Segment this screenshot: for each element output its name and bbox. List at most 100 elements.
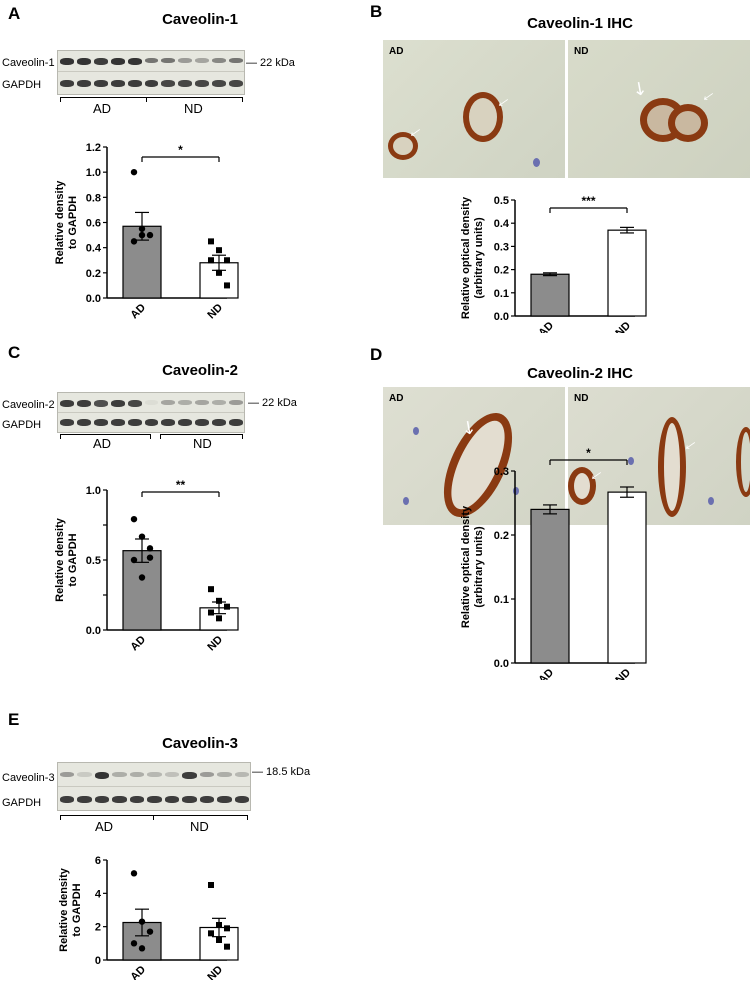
- data-point: [216, 922, 222, 928]
- blot-c-group-nd: ND: [193, 436, 212, 451]
- blot-band: [147, 796, 162, 803]
- data-point: [216, 937, 222, 943]
- blot-band: [182, 796, 197, 803]
- panel-label-a: A: [8, 4, 21, 23]
- y-tick-label: 0.6: [86, 218, 101, 230]
- panel-e-title: Caveolin-3: [162, 735, 238, 752]
- y-tick-label: 0.2: [494, 530, 509, 542]
- y-tick-label: 0.0: [494, 658, 509, 670]
- blot-band: [93, 419, 108, 426]
- y-tick-label: 0.2: [86, 268, 101, 280]
- significance-marker: **: [176, 480, 186, 492]
- nucleus: [403, 497, 409, 505]
- data-point: [146, 231, 154, 239]
- blot-band: [217, 772, 232, 777]
- arrow-icon: ↘: [627, 75, 652, 101]
- blot-band: [195, 58, 210, 63]
- data-point: [138, 945, 146, 952]
- blot-c-group-bracket-nd: [160, 434, 242, 435]
- y-tick-label: 0.3: [494, 466, 509, 478]
- data-point: [224, 282, 230, 289]
- y-tick-label: 0.4: [494, 218, 510, 230]
- blot-e-group-nd: ND: [190, 819, 209, 834]
- data-point: [224, 925, 230, 932]
- blot-band: [110, 58, 125, 65]
- y-tick-label: 0.8: [86, 192, 101, 204]
- blot-band: [112, 796, 127, 803]
- significance-marker: ***: [581, 194, 595, 208]
- y-tick-label: 0.0: [494, 311, 509, 323]
- chart-a: 0.0 0.2 0.4 0.6 0.8 1.0 1.2 Relative densityto …: [54, 142, 239, 320]
- data-point: [138, 574, 146, 581]
- bar-ad: [122, 550, 162, 631]
- x-tick-label: ND: [613, 667, 633, 680]
- vessel-stain: [463, 92, 503, 142]
- blot-band: [127, 80, 142, 87]
- data-point: [208, 882, 214, 888]
- data-point: [130, 515, 138, 523]
- data-point: [208, 238, 214, 245]
- x-tick-label: ND: [205, 302, 225, 320]
- blot-band: [144, 400, 159, 405]
- blot-band: [60, 796, 75, 803]
- data-point: [138, 918, 146, 925]
- panel-label-e: E: [8, 710, 20, 729]
- x-tick-label: ND: [205, 634, 225, 654]
- y-tick-label: 0.3: [494, 241, 509, 253]
- data-point: [130, 556, 138, 564]
- ihc-b-ad-tag: AD: [389, 46, 404, 57]
- blot-e-size-label: — 18.5 kDa: [252, 766, 311, 778]
- blot-band: [112, 772, 127, 777]
- blot-band: [60, 58, 74, 65]
- blot-band: [129, 796, 145, 803]
- bar-nd: [607, 491, 647, 664]
- blot-band: [212, 80, 227, 87]
- y-axis-label: Relative optical density(arbitrary units…: [460, 196, 485, 319]
- western-blot-c: [57, 392, 245, 433]
- blot-a-loading-label: GAPDH: [2, 79, 42, 91]
- data-point: [146, 545, 154, 552]
- blot-c-size-label: — 22 kDa: [248, 397, 297, 409]
- chart-e: 0 2 4 6 Relative densityto GAPDH AD ND: [58, 855, 239, 980]
- blot-band: [164, 772, 180, 777]
- blot-band: [164, 796, 180, 803]
- y-tick-label: 0: [95, 955, 101, 967]
- blot-band: [93, 400, 108, 407]
- blot-band: [127, 400, 142, 407]
- blot-band: [144, 419, 159, 426]
- blot-a-group-bracket: [60, 97, 242, 98]
- data-point: [224, 257, 230, 264]
- vessel-stain: [388, 132, 418, 160]
- blot-band: [60, 772, 75, 777]
- y-tick-label: 0.1: [494, 288, 509, 300]
- blot-band: [178, 419, 193, 426]
- x-tick-label: AD: [128, 302, 148, 320]
- vessel-stain: [658, 417, 686, 517]
- blot-band: [60, 400, 74, 407]
- blot-band: [212, 419, 227, 426]
- panel-label-b: B: [370, 2, 383, 21]
- data-point: [130, 940, 138, 947]
- blot-band: [76, 58, 91, 65]
- y-tick-label: 0.5: [494, 195, 509, 207]
- blot-a-group-ad: AD: [93, 101, 112, 116]
- blot-band: [229, 58, 243, 63]
- y-tick-label: 4: [95, 888, 102, 900]
- data-point: [208, 257, 214, 264]
- data-point: [216, 247, 222, 254]
- data-point: [208, 930, 214, 937]
- y-axis-label: Relative optical density(arbitrary units…: [460, 505, 485, 628]
- y-axis-label: Relative densityto GAPDH: [54, 180, 79, 265]
- x-tick-label: AD: [128, 634, 148, 654]
- blot-e-group-ad: AD: [95, 819, 114, 834]
- data-point: [146, 554, 154, 561]
- blot-c-group-ad: AD: [93, 436, 112, 451]
- blot-band: [110, 400, 125, 407]
- x-tick-label: AD: [536, 320, 556, 333]
- blot-band: [76, 400, 91, 407]
- nucleus: [533, 158, 540, 167]
- vessel-stain: [668, 104, 708, 142]
- blot-band: [195, 419, 210, 426]
- blot-band: [144, 80, 159, 87]
- x-tick-label: ND: [205, 964, 225, 980]
